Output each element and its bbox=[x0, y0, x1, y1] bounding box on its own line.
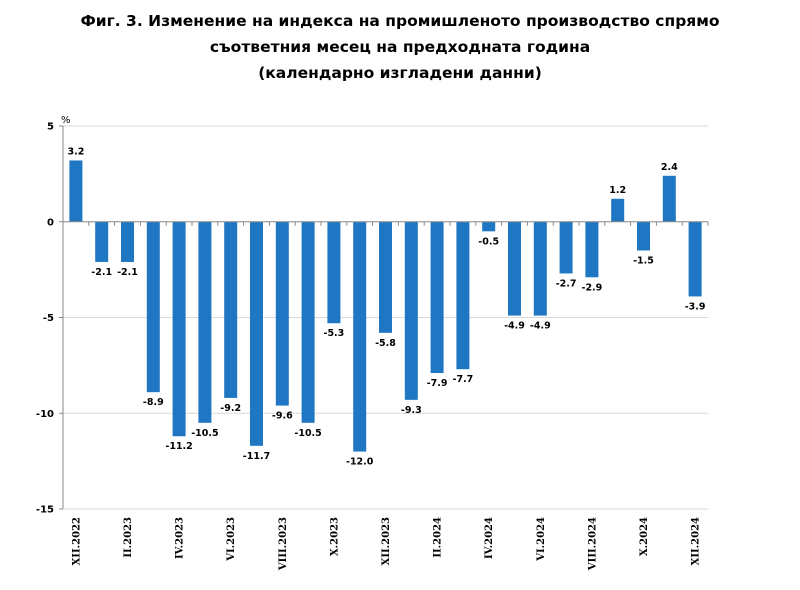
data-labels: 3.2-2.1 -2.1-8.9-11.2-10.5-9.2-11.7-9.6-1… bbox=[67, 146, 705, 467]
x-tick-label: II.2024 bbox=[433, 517, 444, 558]
data-label: -0.5 bbox=[478, 236, 499, 247]
bar bbox=[688, 221, 702, 297]
data-label: -12.0 bbox=[346, 457, 374, 468]
x-tick-label: IV.2024 bbox=[484, 517, 495, 559]
bar bbox=[224, 221, 238, 398]
x-tick-label: XII.2023 bbox=[381, 517, 392, 565]
data-label: -10.5 bbox=[191, 428, 218, 439]
bar bbox=[404, 221, 418, 400]
x-tick-label: VIII.2023 bbox=[278, 517, 289, 571]
data-label: -11.2 bbox=[165, 441, 192, 452]
bar bbox=[198, 221, 212, 423]
y-axis: 5 0 -5 -10 -15% bbox=[36, 115, 71, 516]
x-tick-label: VIII.2024 bbox=[587, 517, 598, 571]
data-label: 2.4 bbox=[661, 162, 678, 173]
bar bbox=[637, 221, 650, 251]
data-label: -9.6 bbox=[272, 411, 293, 422]
bar bbox=[250, 221, 263, 446]
bar bbox=[379, 221, 392, 333]
x-tick-label: X.2024 bbox=[639, 517, 650, 556]
y-tick-label: -5 bbox=[43, 313, 54, 324]
x-tick-label: IV.2023 bbox=[175, 517, 186, 559]
bar bbox=[559, 221, 573, 274]
x-tick-label: II.2023 bbox=[123, 517, 134, 558]
bar bbox=[353, 221, 367, 452]
bar bbox=[275, 221, 289, 406]
y-unit-label: % bbox=[61, 115, 71, 126]
x-tick-label: XII.2024 bbox=[691, 517, 702, 565]
data-label: -10.5 bbox=[294, 428, 321, 439]
data-label: -2.1 bbox=[117, 267, 138, 278]
bar bbox=[482, 221, 496, 232]
chart-title: Фиг. 3. Изменение на индекса на промишле… bbox=[0, 8, 800, 86]
data-label: -7.7 bbox=[453, 374, 474, 385]
x-tick-label: VI.2023 bbox=[226, 517, 237, 562]
bar bbox=[585, 221, 599, 278]
bar bbox=[69, 160, 83, 222]
bar bbox=[146, 221, 160, 393]
chart-title-line-3: (календарно изгладени данни) bbox=[258, 64, 542, 82]
data-label: 1.2 bbox=[609, 185, 626, 196]
data-label: -3.9 bbox=[685, 301, 706, 312]
chart-title-line-2: съответния месец на предходната година bbox=[209, 38, 591, 56]
y-tick-label: 5 bbox=[47, 122, 54, 133]
x-axis: XII.2022 II.2023 IV.2023 VI.2023 VIII.2023 X.… bbox=[62, 221, 709, 571]
bar bbox=[121, 221, 134, 262]
x-tick-label: XII.2022 bbox=[71, 517, 82, 565]
data-label: -4.9 bbox=[504, 321, 525, 332]
bars bbox=[69, 160, 702, 452]
bar bbox=[301, 221, 315, 423]
bar bbox=[662, 175, 676, 222]
y-tick-label: -15 bbox=[36, 505, 54, 516]
bar bbox=[172, 221, 186, 437]
y-tick-label: 0 bbox=[47, 217, 54, 228]
data-label: -2.1 bbox=[91, 267, 112, 278]
chart-title-line-1: Фиг. 3. Изменение на индекса на промишле… bbox=[80, 12, 720, 30]
data-label: -1.5 bbox=[633, 255, 654, 266]
bar bbox=[508, 221, 521, 316]
bar bbox=[430, 221, 444, 374]
data-label: -5.8 bbox=[375, 338, 396, 349]
bar bbox=[456, 221, 470, 370]
bar bbox=[533, 221, 547, 316]
data-label: -2.7 bbox=[556, 278, 577, 289]
y-tick-label: -10 bbox=[36, 409, 54, 420]
bar bbox=[611, 198, 625, 222]
data-label: -9.2 bbox=[220, 403, 241, 414]
bar bbox=[327, 221, 341, 324]
data-label: -7.9 bbox=[427, 378, 448, 389]
data-label: -8.9 bbox=[143, 397, 164, 408]
bar bbox=[95, 221, 109, 262]
data-label: -11.7 bbox=[243, 451, 270, 462]
data-label: -5.3 bbox=[324, 328, 345, 339]
x-tick-label: VI.2024 bbox=[536, 517, 547, 562]
data-label: 3.2 bbox=[67, 146, 84, 157]
data-label: -4.9 bbox=[530, 321, 551, 332]
x-tick-label: X.2023 bbox=[329, 517, 340, 556]
data-label: -9.3 bbox=[401, 405, 422, 416]
data-label: -2.9 bbox=[582, 282, 603, 293]
